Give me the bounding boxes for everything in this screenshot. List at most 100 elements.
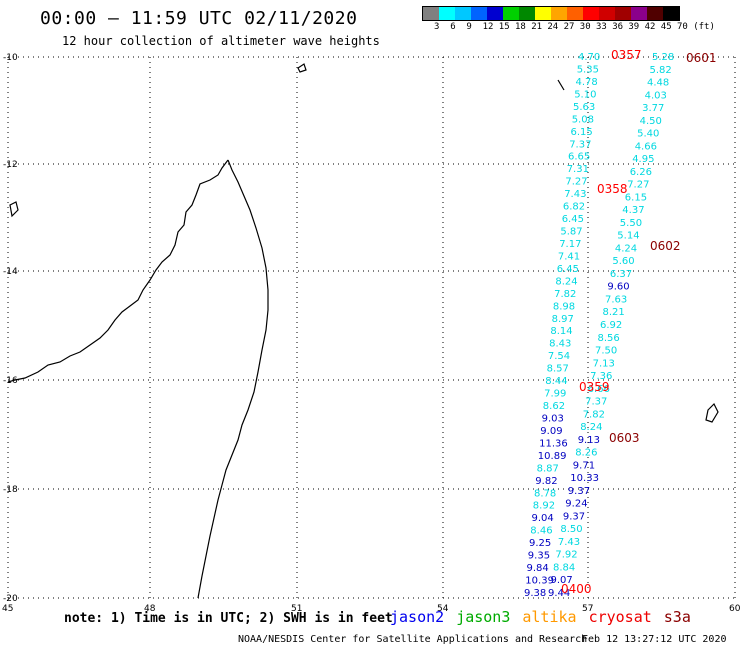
satellite-jason2: jason2 <box>390 608 445 626</box>
legend-label: 18 <box>515 22 526 32</box>
legend-swatch <box>663 7 679 20</box>
legend-swatch <box>503 7 519 20</box>
lon-label: 48 <box>144 604 156 614</box>
legend-label: 36 <box>612 22 624 32</box>
lat-label: -10 <box>3 53 18 63</box>
legend-swatch <box>471 7 487 20</box>
wave-height-value: 7.41 <box>558 251 580 262</box>
wave-height-value: 9.03 <box>542 414 564 425</box>
wave-height-value: 9.09 <box>540 426 562 437</box>
legend-swatch <box>551 7 567 20</box>
wave-height-value: 8.43 <box>549 339 571 350</box>
pass-time-label: 0601 <box>686 51 717 65</box>
legend-label: 15 <box>498 22 510 32</box>
wave-height-value: 5.14 <box>617 231 639 242</box>
legend-swatch <box>439 7 455 20</box>
wave-height-value: 5.10 <box>574 89 596 100</box>
wave-height-value: 5.28 <box>652 52 674 63</box>
generated-date: Feb 12 13:27:12 UTC 2020 <box>582 634 727 645</box>
legend-label: 70 <box>677 22 688 32</box>
madagascar-coastline <box>197 159 269 599</box>
legend-swatch <box>631 7 647 20</box>
wave-height-value: 5.63 <box>573 102 595 113</box>
lat-label: -20 <box>3 594 18 604</box>
wave-height-value: 4.48 <box>647 78 669 89</box>
wave-height-value: 7.17 <box>559 239 581 250</box>
wave-height-value: 8.62 <box>543 401 565 412</box>
island-west <box>9 201 19 218</box>
wave-height-value: 7.13 <box>593 358 615 369</box>
wave-height-value: 8.98 <box>553 301 575 312</box>
legend-swatch <box>647 7 663 20</box>
wave-height-value: 9.35 <box>528 551 550 562</box>
legend-swatch <box>583 7 599 20</box>
wave-height-value: 7.99 <box>544 389 566 400</box>
wave-height-value: 9.84 <box>527 563 549 574</box>
wave-height-value: 10.89 <box>538 451 567 462</box>
wave-height-value: 5.35 <box>577 65 599 76</box>
coastline <box>7 63 719 599</box>
legend-label: (ft) <box>693 22 715 32</box>
wave-height-value: 6.15 <box>571 127 593 138</box>
wave-height-value: 6.65 <box>568 152 590 163</box>
pass-times: 0357 0601 0358 0602 0359 0603 0400 <box>561 48 717 596</box>
wave-height-value: 9.60 <box>607 282 629 293</box>
wave-height-value: 7.92 <box>555 550 577 561</box>
wave-height-value: 8.56 <box>598 333 620 344</box>
credit-text: NOAA/NESDIS Center for Satellite Applica… <box>238 634 588 645</box>
wave-height-value: 9.24 <box>565 499 587 510</box>
legend-swatch <box>519 7 535 20</box>
wave-height-value: 9.04 <box>532 513 554 524</box>
lon-label: 54 <box>437 604 449 614</box>
wave-height-value: 8.87 <box>537 463 559 474</box>
pass-time-label: 0359 <box>579 380 610 394</box>
legend-swatch <box>615 7 631 20</box>
wave-height-value: 4.70 <box>578 52 600 63</box>
satellite-altika: altika <box>522 608 577 626</box>
legend-label: 45 <box>660 22 672 32</box>
legend-swatch <box>535 7 551 20</box>
legend-label: 21 <box>531 22 543 32</box>
wave-height-value: 7.82 <box>554 289 576 300</box>
legend-label: 24 <box>547 22 559 32</box>
wave-height-value: 10.33 <box>570 473 599 484</box>
wave-height-value: 9.13 <box>578 435 600 446</box>
wave-height-value: 7.27 <box>627 180 649 191</box>
legend-label: 6 <box>450 22 456 32</box>
wave-height-value: 4.50 <box>640 116 662 127</box>
wave-height-value: 6.45 <box>562 214 584 225</box>
reef-bar <box>557 79 565 91</box>
madagascar-west-coast <box>7 159 229 383</box>
legend-label: 30 <box>579 22 591 32</box>
lat-label: -18 <box>3 485 18 495</box>
wave-height-value: 3.77 <box>642 103 664 114</box>
pass-time-label: 0602 <box>650 239 681 253</box>
wave-height-value: 4.78 <box>576 77 598 88</box>
lat-label: -12 <box>3 160 18 170</box>
satellite-s3a: s3a <box>663 608 691 626</box>
wave-height-value: 6.92 <box>600 320 622 331</box>
wave-height-value: 9.71 <box>573 460 595 471</box>
wave-height-value: 7.43 <box>558 537 580 548</box>
legend-label: 33 <box>596 22 607 32</box>
satellite-legend: jason2 jason3 altika cryosat s3a <box>390 608 703 626</box>
wave-height-value: 6.37 <box>610 269 632 280</box>
wave-height-value: 7.31 <box>567 164 589 175</box>
legend-label: 3 <box>434 22 440 32</box>
wave-height-value: 6.45 <box>557 264 579 275</box>
satellite-cryosat: cryosat <box>588 608 652 626</box>
wave-height-value: 8.24 <box>580 422 602 433</box>
wave-height-value: 6.15 <box>625 192 647 203</box>
wave-height-value: 8.50 <box>560 524 582 535</box>
wave-height-value: 10.39 <box>525 576 554 587</box>
wave-height-value: 7.43 <box>564 189 586 200</box>
legend-swatch <box>487 7 503 20</box>
wave-height-value: 7.37 <box>569 139 591 150</box>
wave-height-value: 9.37 <box>563 511 585 522</box>
wave-height-value: 7.82 <box>583 409 605 420</box>
wave-height-value: 8.57 <box>547 364 569 375</box>
wave-height-value: 8.46 <box>530 526 552 537</box>
legend-label: 39 <box>628 22 640 32</box>
wave-height-value: 4.95 <box>632 154 654 165</box>
